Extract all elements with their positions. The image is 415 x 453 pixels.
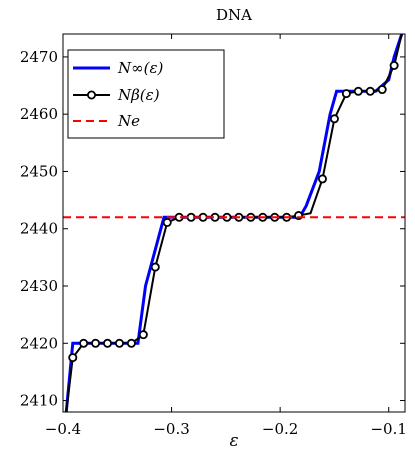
data-point-n-beta bbox=[150, 262, 160, 272]
data-point-n-beta bbox=[389, 61, 399, 71]
y-tick-label: 2470 bbox=[20, 48, 58, 66]
data-point-n-beta bbox=[79, 338, 89, 348]
chart-title: DNA bbox=[216, 6, 252, 24]
plot-frame bbox=[62, 33, 406, 413]
x-tick-label: −0.3 bbox=[153, 420, 189, 438]
y-tick-label: 2430 bbox=[20, 277, 58, 295]
y-tick-label: 2440 bbox=[20, 220, 58, 238]
data-point-n-beta bbox=[126, 338, 136, 348]
data-point-n-beta bbox=[377, 85, 387, 95]
legend-label-n-e: Ne bbox=[117, 112, 140, 130]
data-point-n-beta bbox=[365, 86, 375, 96]
y-tick-label: 2460 bbox=[20, 105, 58, 123]
data-point-n-beta bbox=[114, 338, 124, 348]
data-point-n-beta bbox=[353, 86, 363, 96]
x-tick-label: −0.4 bbox=[45, 420, 81, 438]
legend: N∞(ε) Nβ(ε) Ne bbox=[67, 49, 225, 139]
data-point-n-beta bbox=[138, 330, 148, 340]
data-point-n-beta bbox=[162, 217, 172, 227]
data-point-n-beta bbox=[91, 338, 101, 348]
x-tick-label: −0.1 bbox=[370, 420, 406, 438]
data-point-n-beta bbox=[329, 114, 339, 124]
data-point-n-beta bbox=[68, 353, 78, 363]
legend-marker-n-beta bbox=[87, 90, 97, 100]
y-tick-label: 2410 bbox=[20, 392, 58, 410]
data-point-n-beta bbox=[103, 338, 113, 348]
x-tick-label: −0.2 bbox=[262, 420, 298, 438]
data-point-n-beta bbox=[317, 174, 327, 184]
y-tick-label: 2420 bbox=[20, 334, 58, 352]
legend-label-n-beta: Nβ(ε) bbox=[117, 86, 160, 104]
y-tick-label: 2450 bbox=[20, 162, 58, 180]
data-point-n-beta bbox=[341, 89, 351, 99]
legend-label-n-infinity: N∞(ε) bbox=[117, 59, 164, 77]
x-axis-label: ε bbox=[229, 431, 238, 451]
